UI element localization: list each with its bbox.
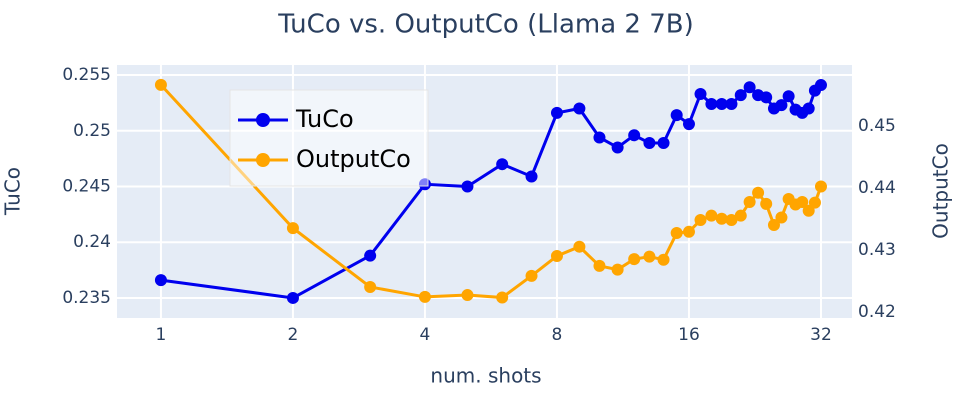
y-tick-label: 0.235 (62, 288, 111, 308)
data-point (593, 131, 606, 144)
data-point (705, 209, 718, 222)
data-point (694, 87, 707, 100)
data-point (760, 91, 773, 104)
data-point (725, 214, 738, 227)
y-tick-label: 0.245 (62, 176, 111, 196)
data-point (461, 289, 474, 302)
data-point (752, 186, 765, 199)
plot-area (117, 65, 852, 318)
data-point (775, 99, 788, 112)
data-point (734, 209, 747, 222)
data-point (611, 141, 624, 154)
data-point (525, 269, 538, 282)
data-point (715, 98, 728, 111)
data-point (628, 129, 641, 142)
data-point (611, 263, 624, 276)
data-point (670, 109, 683, 122)
data-point (670, 227, 683, 240)
data-point (643, 250, 656, 263)
data-point (550, 106, 563, 119)
data-point (694, 214, 707, 227)
data-point (682, 118, 695, 131)
y-tick-label: 0.24 (73, 232, 111, 252)
legend-label: TuCo (295, 105, 354, 133)
data-point (725, 98, 738, 111)
y2-tick-label: 0.43 (858, 240, 896, 260)
data-point (496, 158, 509, 171)
y-axis-title: TuCo (1, 167, 25, 216)
data-point (593, 259, 606, 272)
x-tick-label: 16 (678, 325, 700, 345)
data-point (628, 253, 641, 266)
x-tick-label: 4 (420, 325, 431, 345)
y2-tick-label: 0.42 (858, 302, 896, 322)
data-point (657, 253, 670, 266)
x-tick-label: 32 (810, 325, 832, 345)
data-point (796, 196, 809, 209)
x-tick-label: 2 (288, 325, 299, 345)
legend-label: OutputCo (296, 145, 411, 173)
data-point (154, 78, 167, 91)
data-point (154, 274, 167, 287)
data-point (643, 137, 656, 150)
data-point (705, 98, 718, 111)
data-point (802, 102, 815, 115)
data-point (775, 211, 788, 224)
data-point (418, 290, 431, 303)
data-point (743, 81, 756, 94)
data-point (364, 249, 377, 262)
data-point (734, 89, 747, 102)
data-point (814, 180, 827, 193)
y-tick-label: 0.255 (62, 65, 111, 85)
legend-box (229, 89, 429, 187)
data-point (573, 102, 586, 115)
y-tick-label: 0.25 (73, 121, 111, 141)
chart-title: TuCo vs. OutputCo (Llama 2 7B) (277, 10, 693, 40)
data-point (573, 240, 586, 253)
data-point (550, 249, 563, 262)
data-point (286, 291, 299, 304)
data-point (715, 212, 728, 225)
y2-axis-title: OutputCo (929, 143, 953, 239)
data-point (286, 222, 299, 235)
y2-tick-label: 0.45 (858, 116, 896, 136)
data-point (461, 180, 474, 193)
legend-marker (256, 153, 270, 167)
data-point (802, 204, 815, 217)
data-point (808, 196, 821, 209)
legend-marker (256, 113, 270, 127)
x-tick-label: 1 (156, 325, 167, 345)
x-tick-label: 8 (552, 325, 563, 345)
data-point (682, 225, 695, 238)
x-axis-title: num. shots (430, 364, 541, 388)
data-point (364, 280, 377, 293)
data-point (496, 291, 509, 304)
y2-tick-label: 0.44 (858, 178, 896, 198)
data-point (767, 218, 780, 231)
data-point (782, 90, 795, 103)
data-point (743, 196, 756, 209)
data-point (814, 79, 827, 92)
data-point (525, 170, 538, 183)
data-point (657, 137, 670, 150)
data-point (760, 197, 773, 210)
